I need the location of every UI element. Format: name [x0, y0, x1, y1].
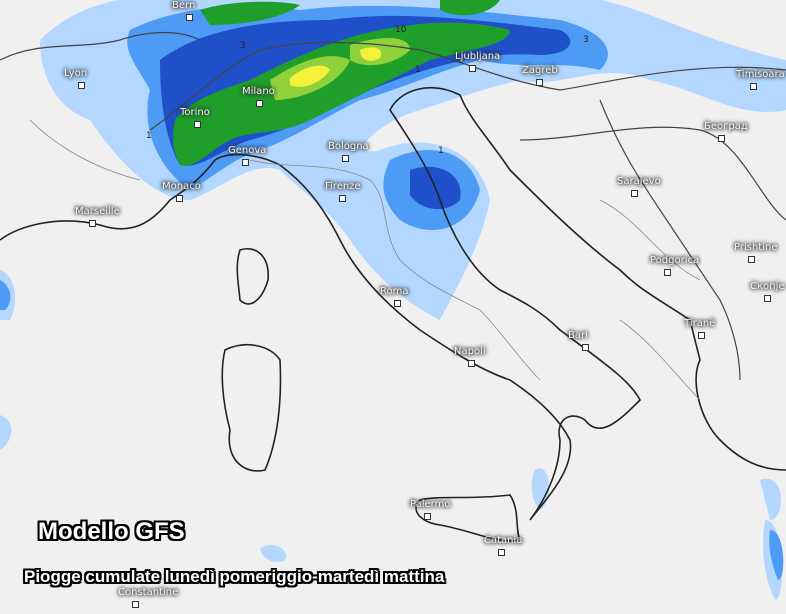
city-label: Genova	[228, 145, 267, 156]
contour-label: 3	[583, 35, 589, 45]
city-marker	[664, 269, 671, 276]
rain-green-area	[173, 0, 510, 166]
city-marker	[394, 300, 401, 307]
city-label: Timisoara	[736, 69, 785, 80]
city-marker	[536, 79, 543, 86]
city-label: Napoli	[454, 346, 486, 357]
city-label: Roma	[380, 286, 409, 297]
contour-label: 1	[438, 146, 444, 156]
city-marker	[764, 295, 771, 302]
city-label: Lyon	[64, 68, 88, 79]
city-marker	[194, 121, 201, 128]
contour-label: 3	[240, 41, 246, 51]
region-borders	[29, 119, 701, 401]
city-label: Constantine	[118, 587, 179, 598]
contour-labels: 1 1 1 3 3 10	[146, 25, 589, 156]
contour-label: 1	[415, 65, 421, 75]
rain-light-area	[0, 0, 786, 600]
city-label: Torino	[180, 107, 210, 118]
city-marker	[342, 155, 349, 162]
city-label: Tiranë	[684, 318, 716, 329]
city-marker	[750, 83, 757, 90]
city-marker	[424, 513, 431, 520]
city-marker	[698, 332, 705, 339]
city-label: Скопје	[750, 281, 785, 292]
city-label: Palermo	[410, 499, 451, 510]
country-borders	[0, 31, 786, 381]
city-marker	[582, 344, 589, 351]
rain-yellow-area	[290, 47, 382, 87]
city-label: Sarajevo	[617, 176, 661, 187]
city-marker	[748, 256, 755, 263]
city-label: Zagreb	[522, 65, 558, 76]
city-label: Catania	[484, 535, 523, 546]
city-label: Ljubljana	[455, 51, 501, 62]
city-marker	[339, 195, 346, 202]
city-marker	[78, 82, 85, 89]
city-marker	[468, 360, 475, 367]
city-marker	[718, 135, 725, 142]
contour-label: 10	[395, 25, 407, 35]
city-label: Milano	[242, 86, 275, 97]
city-label: Bologna	[328, 141, 369, 152]
city-marker	[186, 14, 193, 21]
city-label: Podgorica	[650, 255, 700, 266]
city-label: Monaco	[162, 181, 201, 192]
city-label: Marseille	[75, 206, 120, 217]
model-title: Modello GFS	[38, 518, 185, 545]
city-label: Bern	[172, 0, 196, 11]
city-marker	[498, 549, 505, 556]
contour-label: 1	[146, 131, 152, 141]
city-label: Firenze	[325, 181, 361, 192]
city-label: Bari	[568, 330, 588, 341]
city-marker	[176, 195, 183, 202]
city-marker	[242, 159, 249, 166]
city-label: Београд	[704, 121, 748, 132]
city-marker	[631, 190, 638, 197]
city-marker	[132, 601, 139, 608]
city-label: Prishtine	[734, 242, 778, 253]
city-marker	[89, 220, 96, 227]
city-marker	[469, 65, 476, 72]
city-marker	[256, 100, 263, 107]
map-subtitle: Piogge cumulate lunedì pomeriggio-marted…	[24, 567, 445, 586]
